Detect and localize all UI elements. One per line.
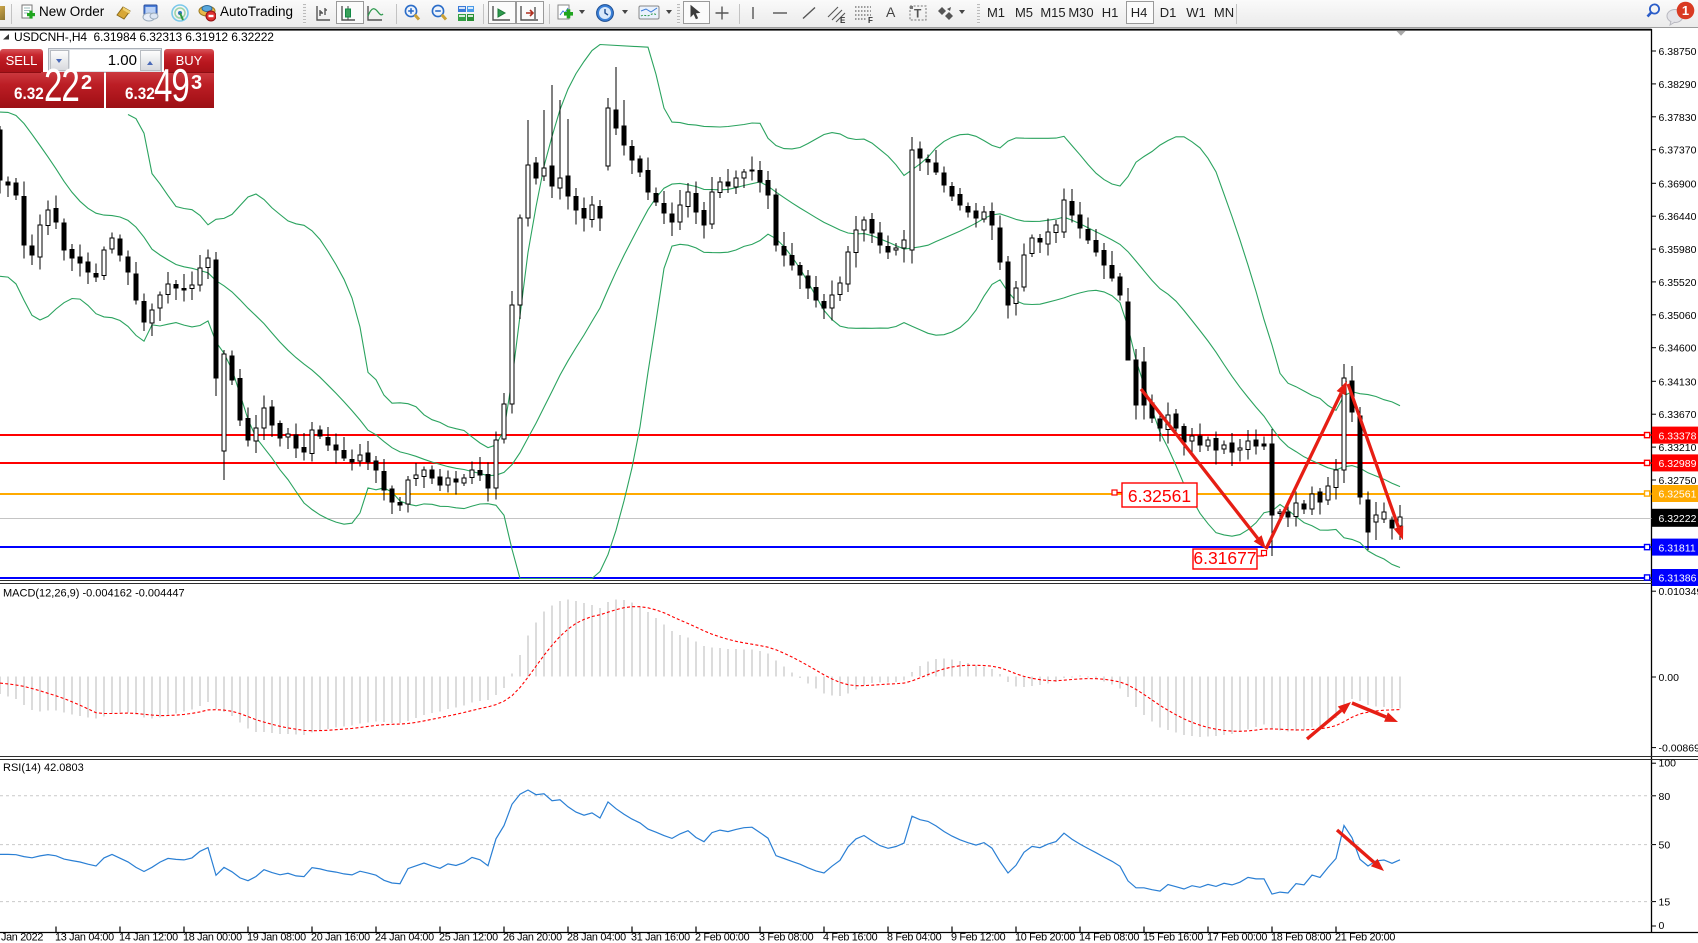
svg-text:14 Jan 12:00: 14 Jan 12:00 <box>119 932 178 943</box>
svg-text:3 Feb 08:00: 3 Feb 08:00 <box>759 932 814 943</box>
svg-text:14 Feb 08:00: 14 Feb 08:00 <box>1079 932 1139 943</box>
svg-text:15: 15 <box>1659 897 1671 909</box>
svg-text:80: 80 <box>1659 791 1671 803</box>
svg-text:50: 50 <box>1659 840 1671 852</box>
svg-text:18 Feb 08:00: 18 Feb 08:00 <box>1271 932 1331 943</box>
svg-text:6.32989: 6.32989 <box>1659 458 1697 470</box>
svg-text:6.36900: 6.36900 <box>1659 178 1697 190</box>
svg-text:9 Feb 12:00: 9 Feb 12:00 <box>951 932 1006 943</box>
svg-text:8 Feb 04:00: 8 Feb 04:00 <box>887 932 942 943</box>
svg-text:RSI(14) 42.0803: RSI(14) 42.0803 <box>3 762 84 774</box>
svg-text:20 Jan 16:00: 20 Jan 16:00 <box>311 932 370 943</box>
svg-text:6.31386: 6.31386 <box>1659 573 1697 585</box>
svg-text:6.37830: 6.37830 <box>1659 112 1697 124</box>
svg-text:13 Jan 04:00: 13 Jan 04:00 <box>55 932 114 943</box>
svg-text:E: E <box>840 16 846 25</box>
svg-text:0: 0 <box>1659 920 1665 932</box>
svg-text:31 Jan 16:00: 31 Jan 16:00 <box>631 932 690 943</box>
svg-text:19 Jan 08:00: 19 Jan 08:00 <box>247 932 306 943</box>
svg-text:17 Feb 00:00: 17 Feb 00:00 <box>1207 932 1267 943</box>
svg-text:26 Jan 20:00: 26 Jan 20:00 <box>503 932 562 943</box>
svg-text:6.35980: 6.35980 <box>1659 244 1697 256</box>
svg-text:6.32222: 6.32222 <box>1659 513 1697 525</box>
svg-text:100: 100 <box>1659 758 1677 770</box>
svg-text:Jan 2022: Jan 2022 <box>1 932 43 943</box>
svg-text:4 Feb 16:00: 4 Feb 16:00 <box>823 932 878 943</box>
svg-text:24 Jan 04:00: 24 Jan 04:00 <box>375 932 434 943</box>
svg-text:25 Jan 12:00: 25 Jan 12:00 <box>439 932 498 943</box>
svg-text:18 Jan 00:00: 18 Jan 00:00 <box>183 932 242 943</box>
svg-text:6.33210: 6.33210 <box>1659 442 1697 454</box>
svg-text:15 Feb 16:00: 15 Feb 16:00 <box>1143 932 1203 943</box>
svg-text:6.33670: 6.33670 <box>1659 409 1697 421</box>
svg-text:MACD(12,26,9) -0.004162 -0.004: MACD(12,26,9) -0.004162 -0.004447 <box>3 588 185 600</box>
svg-text:-0.008696: -0.008696 <box>1659 743 1698 755</box>
svg-text:6.32561: 6.32561 <box>1659 489 1697 501</box>
svg-text:2 Feb 00:00: 2 Feb 00:00 <box>695 932 750 943</box>
svg-text:6.31677: 6.31677 <box>1193 548 1256 568</box>
svg-text:6.35520: 6.35520 <box>1659 277 1697 289</box>
svg-text:6.32750: 6.32750 <box>1659 475 1697 487</box>
svg-text:6.34600: 6.34600 <box>1659 343 1697 355</box>
svg-text:6.37370: 6.37370 <box>1659 145 1697 157</box>
svg-text:6.33378: 6.33378 <box>1659 430 1697 442</box>
svg-text:6.35060: 6.35060 <box>1659 310 1697 322</box>
svg-text:6.38290: 6.38290 <box>1659 79 1697 91</box>
svg-text:USDCNH-,H4 6.31984 6.32313 6.: USDCNH-,H4 6.31984 6.32313 6.31912 6.322… <box>14 30 274 44</box>
svg-text:6.34130: 6.34130 <box>1659 376 1697 388</box>
svg-text:6.31811: 6.31811 <box>1659 542 1696 554</box>
svg-text:21 Feb 20:00: 21 Feb 20:00 <box>1335 932 1395 943</box>
svg-text:T: T <box>914 7 922 21</box>
svg-text:6.36440: 6.36440 <box>1659 211 1697 223</box>
svg-text:0.010349: 0.010349 <box>1659 586 1698 598</box>
svg-text:6.32561: 6.32561 <box>1128 486 1191 506</box>
svg-text:0.00: 0.00 <box>1659 672 1680 684</box>
svg-text:1: 1 <box>1682 3 1689 18</box>
svg-text:6.38750: 6.38750 <box>1659 46 1697 58</box>
svg-text:10 Feb 20:00: 10 Feb 20:00 <box>1015 932 1075 943</box>
svg-text:F: F <box>868 16 873 25</box>
svg-text:28 Jan 04:00: 28 Jan 04:00 <box>567 932 626 943</box>
